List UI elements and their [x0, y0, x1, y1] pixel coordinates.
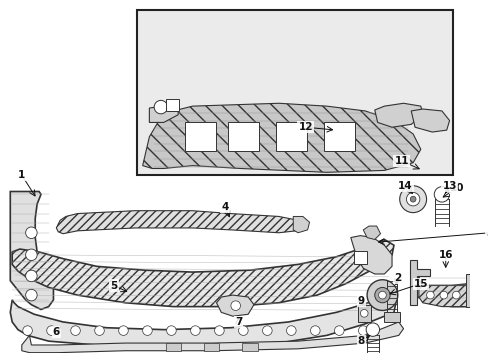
Circle shape: [71, 326, 80, 336]
Text: 7: 7: [234, 317, 242, 327]
Circle shape: [25, 249, 37, 261]
Circle shape: [366, 280, 397, 310]
Circle shape: [426, 291, 433, 299]
Text: 4: 4: [221, 202, 228, 212]
Text: 9: 9: [357, 296, 364, 306]
Bar: [137, 10, 452, 175]
Polygon shape: [149, 106, 178, 122]
Circle shape: [286, 326, 296, 336]
Circle shape: [262, 326, 272, 336]
Circle shape: [451, 291, 459, 299]
Circle shape: [154, 100, 167, 114]
Bar: [323, 122, 354, 151]
Bar: [357, 305, 370, 322]
Circle shape: [310, 326, 320, 336]
Polygon shape: [56, 211, 299, 234]
Text: 13: 13: [442, 181, 456, 191]
Circle shape: [439, 291, 447, 299]
Circle shape: [409, 196, 415, 202]
Circle shape: [366, 323, 379, 336]
Bar: [184, 122, 215, 151]
Bar: [227, 122, 258, 151]
Bar: [203, 343, 219, 351]
Text: 3: 3: [485, 228, 488, 238]
Polygon shape: [22, 322, 403, 353]
Text: 2: 2: [393, 273, 401, 283]
Polygon shape: [10, 192, 53, 310]
Circle shape: [214, 326, 224, 336]
Polygon shape: [410, 261, 470, 307]
Circle shape: [433, 187, 448, 202]
Circle shape: [23, 326, 32, 336]
Circle shape: [190, 326, 200, 336]
Bar: [165, 343, 181, 351]
Polygon shape: [418, 274, 469, 307]
Circle shape: [374, 287, 389, 303]
Text: 5: 5: [110, 280, 117, 291]
Text: 16: 16: [438, 250, 452, 260]
Circle shape: [334, 326, 344, 336]
Circle shape: [378, 291, 386, 299]
Text: 10: 10: [449, 183, 464, 193]
Text: 8: 8: [357, 336, 364, 346]
Polygon shape: [363, 226, 380, 239]
Circle shape: [142, 326, 152, 336]
Bar: [353, 251, 366, 264]
Circle shape: [95, 326, 104, 336]
Polygon shape: [350, 236, 391, 274]
Circle shape: [25, 289, 37, 301]
Text: 14: 14: [397, 181, 412, 191]
Polygon shape: [12, 239, 393, 307]
Circle shape: [25, 270, 37, 282]
Circle shape: [47, 326, 56, 336]
Bar: [165, 99, 179, 111]
Text: 6: 6: [53, 327, 60, 337]
Polygon shape: [465, 274, 469, 307]
Text: 12: 12: [298, 122, 312, 132]
Text: 15: 15: [413, 279, 427, 289]
Polygon shape: [10, 297, 395, 347]
Polygon shape: [409, 260, 429, 305]
Circle shape: [166, 326, 176, 336]
Text: 1: 1: [18, 170, 25, 180]
Bar: [384, 312, 399, 322]
Bar: [242, 343, 257, 351]
Circle shape: [358, 326, 367, 336]
Circle shape: [360, 310, 367, 317]
Bar: [275, 122, 306, 151]
Circle shape: [230, 301, 240, 310]
Polygon shape: [216, 295, 253, 316]
Polygon shape: [374, 103, 422, 127]
Polygon shape: [410, 109, 448, 132]
Circle shape: [25, 227, 37, 239]
Circle shape: [406, 193, 419, 206]
Circle shape: [119, 326, 128, 336]
Circle shape: [399, 186, 426, 213]
Circle shape: [238, 326, 247, 336]
Text: 11: 11: [394, 156, 408, 166]
Polygon shape: [293, 216, 309, 233]
Polygon shape: [142, 103, 420, 172]
